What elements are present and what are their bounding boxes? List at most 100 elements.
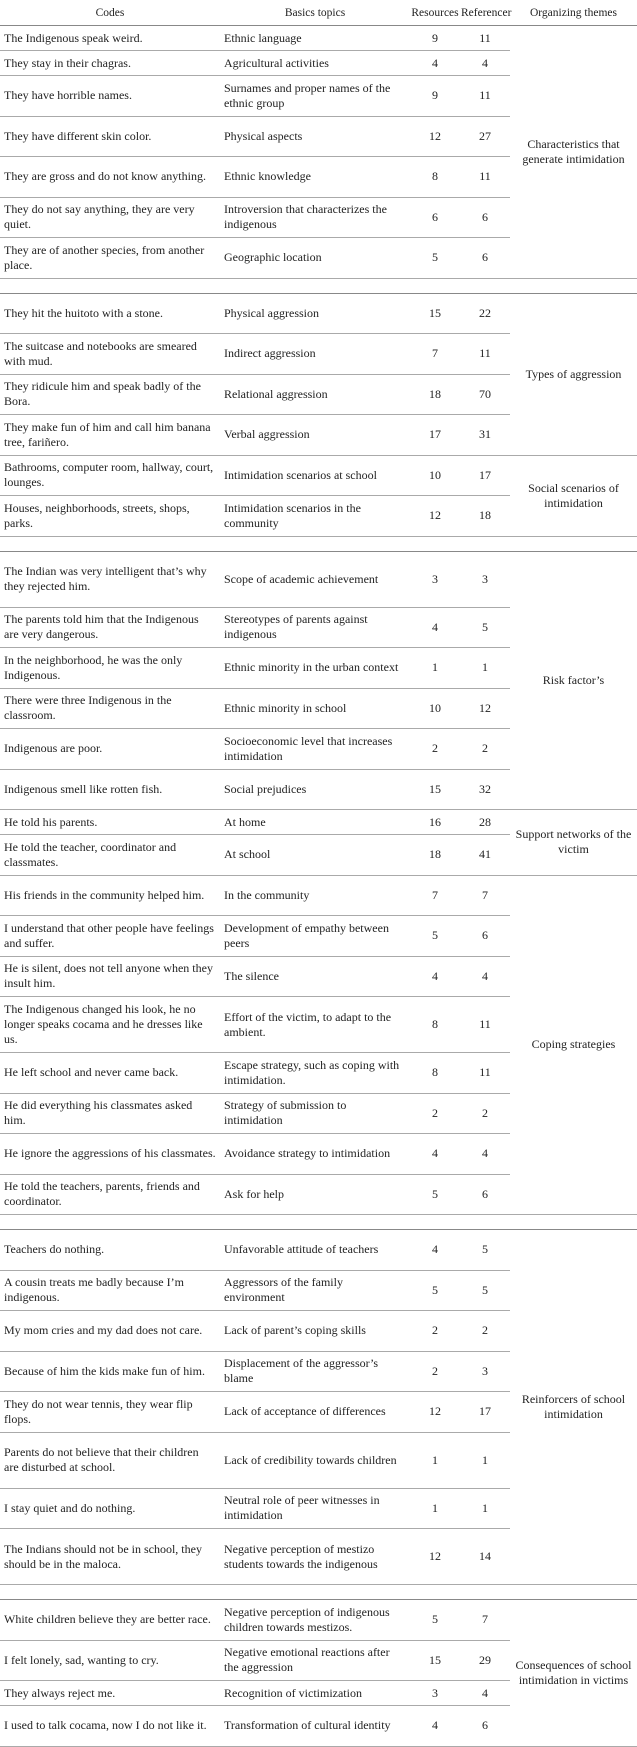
theme-cell: Reinforcers of school intimidation: [510, 1229, 637, 1585]
table-row: Houses, neighborhoods, streets, shops, p…: [0, 495, 637, 537]
table-row: They ridicule him and speak badly of the…: [0, 374, 637, 415]
table-row: Teachers do nothing. Unfavorable attitude…: [0, 1229, 637, 1585]
topic-cell: Intimidation scenarios at school: [220, 455, 410, 496]
referencer-cell: 11: [460, 333, 510, 375]
resources-cell: 5: [410, 1270, 460, 1311]
resources-cell: 5: [410, 915, 460, 957]
resources-cell: 5: [410, 1174, 460, 1215]
table-row: The parents told him that the Indigenous…: [0, 607, 637, 648]
code-cell: I stay quiet and do nothing.: [0, 1488, 220, 1529]
table-row: There were three Indigenous in the class…: [0, 688, 637, 729]
code-cell: The Indigenous changed his look, he no l…: [0, 996, 220, 1053]
code-cell: They are gross and do not know anything.: [0, 156, 220, 198]
referencer-cell: 6: [460, 1705, 510, 1747]
table-row: The suitcase and notebooks are smeared w…: [0, 333, 637, 375]
table-row: My mom cries and my dad does not care. La…: [0, 1310, 637, 1352]
topic-cell: Negative perception of indigenous childr…: [220, 1599, 410, 1641]
referencer-cell: 27: [460, 116, 510, 157]
referencer-cell: 70: [460, 374, 510, 415]
code-cell: His friends in the community helped him.: [0, 875, 220, 916]
column-header: Organizing themes: [510, 0, 637, 26]
referencer-cell: 6: [460, 1174, 510, 1215]
table-row: Parents do not believe that their childr…: [0, 1432, 637, 1489]
resources-cell: 12: [410, 495, 460, 537]
code-cell: There were three Indigenous in the class…: [0, 688, 220, 729]
referencer-cell: 12: [460, 688, 510, 729]
table-row: They are of another species, from anothe…: [0, 237, 637, 279]
topic-cell: Stereotypes of parents against indigenou…: [220, 607, 410, 648]
referencer-cell: 18: [460, 495, 510, 537]
spacer-cell: [0, 277, 637, 294]
theme-cell: Characteristics that generate intimidati…: [510, 25, 637, 279]
code-cell: He told the teachers, parents, friends a…: [0, 1174, 220, 1215]
spacer-row: [0, 1584, 637, 1600]
referencer-cell: 4: [460, 50, 510, 76]
theme-cell: Social scenarios of intimidation: [510, 455, 637, 537]
resources-cell: 9: [410, 25, 460, 51]
referencer-cell: 5: [460, 1229, 510, 1271]
table-row: The Indigenous speak weird. Ethnic langua…: [0, 25, 637, 279]
resources-cell: 1: [410, 1488, 460, 1529]
topic-cell: Ethnic minority in school: [220, 688, 410, 729]
table-row: Indigenous are poor. Socioeconomic level …: [0, 728, 637, 770]
table-row: Because of him the kids make fun of him.…: [0, 1351, 637, 1392]
code-cell: He ignore the aggressions of his classma…: [0, 1133, 220, 1175]
code-cell: They ridicule him and speak badly of the…: [0, 374, 220, 415]
resources-cell: 4: [410, 50, 460, 76]
code-cell: White children believe they are better r…: [0, 1599, 220, 1641]
theme-cell: Types of aggression: [510, 293, 637, 456]
code-cell: They do not say anything, they are very …: [0, 197, 220, 238]
referencer-cell: 6: [460, 237, 510, 279]
code-cell: Indigenous are poor.: [0, 728, 220, 770]
topic-cell: Development of empathy between peers: [220, 915, 410, 957]
code-cell: He is silent, does not tell anyone when …: [0, 956, 220, 997]
referencer-cell: 1: [460, 647, 510, 689]
resources-cell: 2: [410, 728, 460, 770]
referencer-cell: 11: [460, 1052, 510, 1094]
topic-cell: At home: [220, 809, 410, 835]
table-row: I stay quiet and do nothing. Neutral role…: [0, 1488, 637, 1529]
topic-cell: Strategy of submission to intimidation: [220, 1093, 410, 1134]
referencer-cell: 2: [460, 1310, 510, 1352]
code-cell: My mom cries and my dad does not care.: [0, 1310, 220, 1352]
resources-cell: 2: [410, 1093, 460, 1134]
referencer-cell: 3: [460, 551, 510, 608]
topic-cell: Ethnic minority in the urban context: [220, 647, 410, 689]
topic-cell: Ethnic knowledge: [220, 156, 410, 198]
table-row: They have horrible names. Surnames and pr…: [0, 75, 637, 117]
table-row: He ignore the aggressions of his classma…: [0, 1133, 637, 1175]
topic-cell: Physical aggression: [220, 293, 410, 334]
column-header: Referencer: [460, 0, 511, 26]
code-cell: They always reject me.: [0, 1680, 220, 1706]
code-cell: In the neighborhood, he was the only Ind…: [0, 647, 220, 689]
referencer-cell: 5: [460, 607, 510, 648]
code-cell: The Indians should not be in school, the…: [0, 1528, 220, 1585]
referencer-cell: 6: [460, 197, 510, 238]
column-header: Basics topics: [220, 0, 410, 26]
resources-cell: 15: [410, 293, 460, 334]
referencer-cell: 11: [460, 75, 510, 117]
table-row: He is silent, does not tell anyone when …: [0, 956, 637, 997]
topic-cell: Negative perception of mestizo students …: [220, 1528, 410, 1585]
topic-cell: Ethnic language: [220, 25, 410, 51]
topic-cell: Indirect aggression: [220, 333, 410, 375]
code-cell: They make fun of him and call him banana…: [0, 414, 220, 456]
table-row: White children believe they are better r…: [0, 1599, 637, 1747]
code-cell: They have horrible names.: [0, 75, 220, 117]
referencer-cell: 3: [460, 1351, 510, 1392]
code-cell: He told the teacher, coordinator and cla…: [0, 834, 220, 876]
topic-cell: Effort of the victim, to adapt to the am…: [220, 996, 410, 1053]
code-cell: Indigenous smell like rotten fish.: [0, 769, 220, 810]
spacer-row: [0, 535, 637, 552]
code-cell: I used to talk cocama, now I do not like…: [0, 1705, 220, 1747]
table-row: I understand that other people have feel…: [0, 915, 637, 957]
code-cell: Bathrooms, computer room, hallway, court…: [0, 455, 220, 496]
table-row: He did everything his classmates asked h…: [0, 1093, 637, 1134]
referencer-cell: 41: [460, 834, 510, 876]
spacer-cell: [0, 1584, 637, 1600]
resources-cell: 12: [410, 1391, 460, 1433]
referencer-cell: 14: [460, 1528, 510, 1585]
code-cell: They do not wear tennis, they wear flip …: [0, 1391, 220, 1433]
referencer-cell: 17: [460, 455, 510, 496]
topic-cell: The silence: [220, 956, 410, 997]
